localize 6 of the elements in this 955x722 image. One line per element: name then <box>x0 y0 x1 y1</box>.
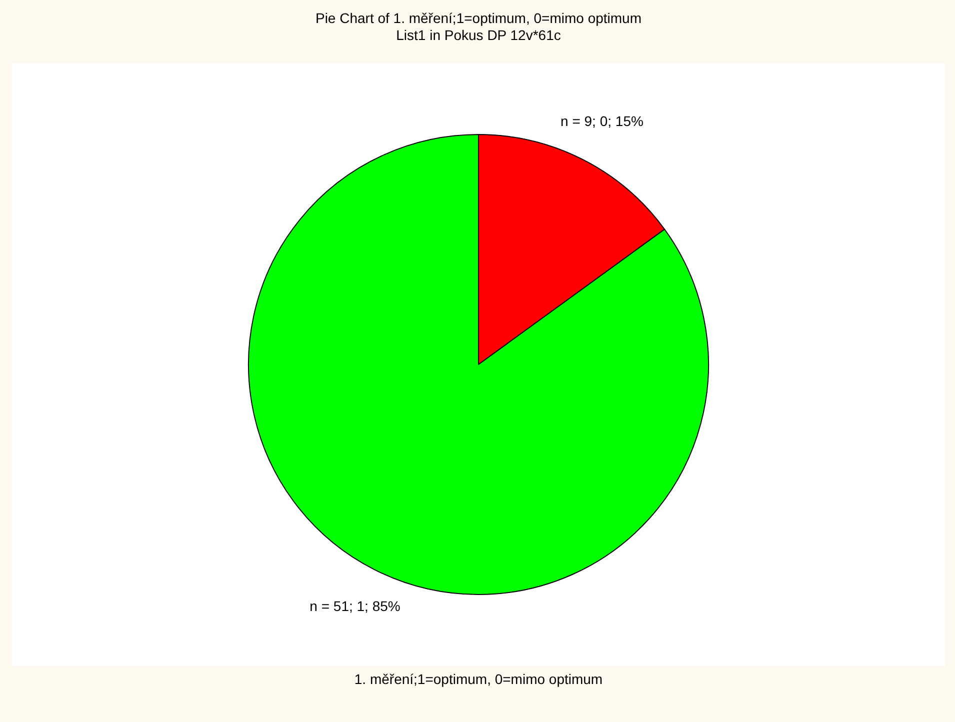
data-label: n = 9; 0; 15% <box>560 113 644 130</box>
pie-slice <box>248 134 709 595</box>
chart-title: Pie Chart of 1. měření;1=optimum, 0=mimo optimum <box>315 10 642 26</box>
chart-subtitle: List1 in Pokus DP 12v*61c <box>396 27 561 43</box>
data-label: n = 51; 1; 85% <box>310 598 400 614</box>
text: 1. měření;1=optimum, 0=mimo optimum <box>354 671 603 687</box>
